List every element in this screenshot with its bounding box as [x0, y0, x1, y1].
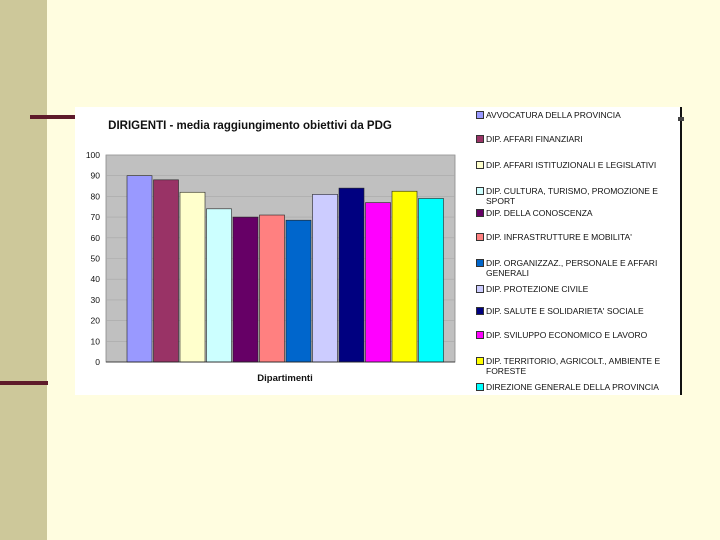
- legend-swatch: [476, 187, 484, 195]
- legend-swatch: [476, 331, 484, 339]
- legend-item: DIP. SVILUPPO ECONOMICO E LAVORO: [475, 330, 673, 340]
- legend-swatch: [476, 209, 484, 217]
- bar: [179, 191, 206, 363]
- y-tick-label: 90: [91, 171, 101, 181]
- slide-rule-bottom: [0, 381, 48, 385]
- chart-panel: DIRIGENTI - media raggiungimento obietti…: [75, 107, 682, 395]
- legend-item: DIP. ORGANIZZAZ., PERSONALE E AFFARI GEN…: [475, 258, 673, 278]
- legend-label: DIP. ORGANIZZAZ., PERSONALE E AFFARI GEN…: [486, 258, 658, 278]
- legend-item: DIP. AFFARI ISTITUZIONALI E LEGISLATIVI: [475, 160, 673, 170]
- y-tick-label: 60: [91, 233, 101, 243]
- legend-label: DIP. SALUTE E SOLIDARIETA' SOCIALE: [486, 306, 644, 316]
- legend-label: DIP. SVILUPPO ECONOMICO E LAVORO: [486, 330, 648, 340]
- bar: [206, 208, 232, 363]
- bar: [338, 187, 365, 363]
- y-tick-label: 10: [91, 336, 101, 346]
- bar: [232, 216, 259, 363]
- bar: [285, 219, 312, 363]
- legend-item: DIP. SALUTE E SOLIDARIETA' SOCIALE: [475, 306, 673, 316]
- y-tick-label: 70: [91, 212, 101, 222]
- y-tick-label: 40: [91, 274, 101, 284]
- bar: [418, 198, 444, 363]
- y-tick-label: 0: [95, 357, 100, 367]
- legend-swatch: [476, 357, 484, 365]
- bar: [153, 179, 179, 363]
- bar: [126, 175, 153, 363]
- y-tick-label: 50: [91, 254, 101, 264]
- legend-item: DIP. DELLA CONOSCENZA: [475, 208, 673, 218]
- legend-label: DIP. INFRASTRUTTURE E MOBILITA': [486, 232, 632, 242]
- legend-item: DIP. AFFARI FINANZIARI: [475, 134, 673, 144]
- y-tick-label: 20: [91, 316, 101, 326]
- legend-swatch: [476, 111, 484, 119]
- legend-item: DIP. TERRITORIO, AGRICOLT., AMBIENTE E F…: [475, 356, 673, 376]
- bar-chart: DIRIGENTI - media raggiungimento obietti…: [86, 120, 456, 384]
- legend-label: DIP. PROTEZIONE CIVILE: [486, 284, 589, 294]
- legend-swatch: [476, 285, 484, 293]
- y-tick-label: 80: [91, 191, 101, 201]
- legend-item: DIREZIONE GENERALE DELLA PROVINCIA: [475, 382, 673, 392]
- x-axis-label: Dipartimenti: [257, 373, 312, 384]
- legend-label: DIP. CULTURA, TURISMO, PROMOZIONE E SPOR…: [486, 186, 658, 206]
- legend-label: DIP. DELLA CONOSCENZA: [486, 208, 593, 218]
- legend-label: DIP. AFFARI FINANZIARI: [486, 134, 583, 144]
- bar: [365, 202, 391, 363]
- legend-swatch: [476, 233, 484, 241]
- legend-swatch: [476, 135, 484, 143]
- chart-title: DIRIGENTI - media raggiungimento obietti…: [108, 120, 392, 132]
- legend-item: AVVOCATURA DELLA PROVINCIA: [475, 110, 673, 120]
- legend-item: DIP. PROTEZIONE CIVILE: [475, 284, 673, 294]
- legend-swatch: [476, 307, 484, 315]
- bar: [259, 214, 285, 363]
- legend-label: DIP. AFFARI ISTITUZIONALI E LEGISLATIVI: [486, 160, 657, 170]
- legend-swatch: [476, 161, 484, 169]
- legend-label: DIREZIONE GENERALE DELLA PROVINCIA: [486, 382, 659, 392]
- y-tick-label: 30: [91, 295, 101, 305]
- bar: [312, 194, 338, 363]
- legend-label: AVVOCATURA DELLA PROVINCIA: [486, 110, 621, 120]
- slide-rule-top: [30, 115, 78, 119]
- legend-swatch: [476, 383, 484, 391]
- slide-left-band: [0, 0, 47, 540]
- legend-label: DIP. TERRITORIO, AGRICOLT., AMBIENTE E F…: [486, 356, 661, 376]
- panel-edge-mark: [678, 117, 684, 121]
- legend-item: DIP. INFRASTRUTTURE E MOBILITA': [475, 232, 673, 242]
- legend-item: DIP. CULTURA, TURISMO, PROMOZIONE E SPOR…: [475, 186, 673, 206]
- y-tick-label: 100: [86, 150, 100, 160]
- bar: [391, 190, 418, 363]
- legend-swatch: [476, 259, 484, 267]
